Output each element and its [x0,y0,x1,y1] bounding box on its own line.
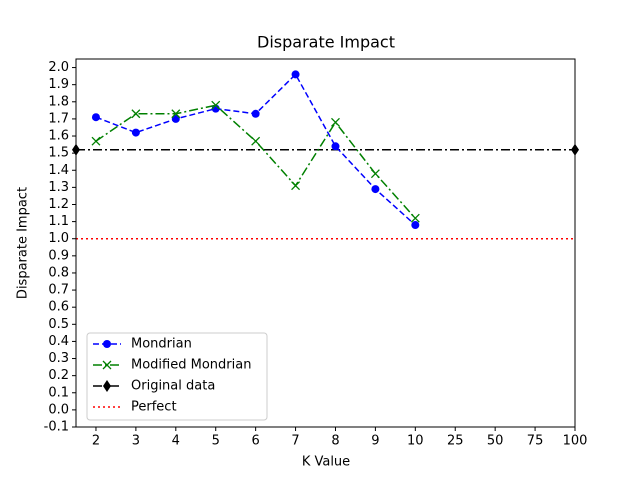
x-tick-label: 3 [132,434,140,449]
point [211,100,221,110]
y-tick-label: 0.8 [48,265,69,280]
point [370,169,380,179]
y-tick-label: 1.1 [48,214,69,229]
y-tick-label: 1.9 [48,77,69,92]
y-tick-label: 0.9 [48,248,69,263]
x-axis-label: K Value [302,455,350,470]
x-tick-label: 75 [527,434,544,449]
point [410,213,420,223]
y-tick-label: 1.3 [48,180,69,195]
point [251,136,261,146]
point [131,128,140,137]
legend-label: Mondrian [131,337,192,352]
point [91,136,101,146]
legend-label: Modified Mondrian [131,358,251,373]
y-axis-label: Disparate Impact [16,187,31,299]
legend-label: Original data [131,379,215,394]
y-tick-label: 0.3 [48,351,69,366]
y-tick-label: 0.7 [48,283,69,298]
point [131,109,141,119]
point [331,142,340,151]
point [371,185,380,194]
x-tick-label: 5 [212,434,220,449]
point [91,113,100,122]
x-tick-label: 10 [407,434,424,449]
y-tick-label: 1.8 [48,94,69,109]
x-tick-label: 6 [251,434,259,449]
legend-box [86,332,268,421]
y-tick-label: 0.1 [48,385,69,400]
y-tick-label: 1.0 [48,231,69,246]
x-tick-label: 100 [563,434,588,449]
x-tick-label: 9 [371,434,379,449]
x-tick-label: 50 [487,434,504,449]
y-tick-label: 0.0 [48,402,69,417]
y-tick-label: 0.2 [48,368,69,383]
x-tick-label: 2 [92,434,100,449]
point [331,117,340,127]
y-tick-label: -0.1 [44,420,69,435]
y-tick-label: 1.2 [48,197,69,212]
x-tick-label: 4 [172,434,180,449]
y-tick-label: 1.4 [48,163,69,178]
y-tick-label: 1.7 [48,111,69,126]
point [291,181,301,191]
legend-marker [103,380,111,392]
legend-marker [103,340,111,348]
legend-label: Perfect [131,400,177,415]
x-tick-label: 7 [291,434,299,449]
x-tick-label: 25 [447,434,464,449]
point [411,221,420,230]
x-tick-label: 8 [331,434,339,449]
y-tick-label: 0.4 [48,334,69,349]
point [251,109,260,118]
chart-title: Disparate Impact [257,33,395,52]
point [291,70,300,79]
y-tick-label: 2.0 [48,60,69,75]
legend-marker [102,360,112,370]
y-tick-label: 0.5 [48,317,69,332]
y-tick-label: 0.6 [48,300,69,315]
y-tick-label: 1.6 [48,129,69,144]
y-tick-label: 1.5 [48,146,69,161]
point [171,109,181,119]
point [171,114,180,123]
plot-frame [75,58,576,428]
